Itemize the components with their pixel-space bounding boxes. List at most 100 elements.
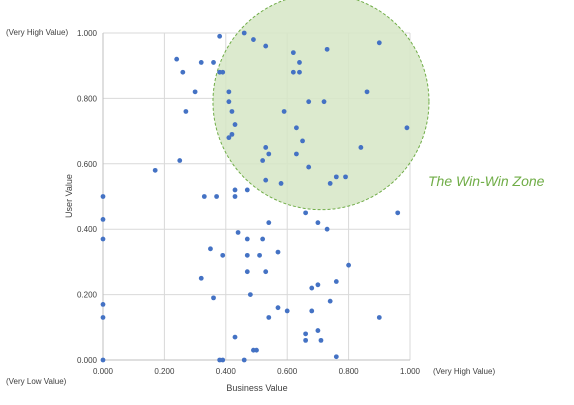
data-point <box>324 226 330 232</box>
x-high-corner-label: (Very High Value) <box>433 367 495 376</box>
data-point <box>174 56 180 62</box>
data-point <box>324 46 330 52</box>
data-point <box>266 315 272 320</box>
data-point <box>229 109 235 114</box>
data-point <box>327 298 333 304</box>
y-tick-label: 0.200 <box>77 291 98 300</box>
data-point <box>211 60 216 65</box>
data-point <box>343 174 348 180</box>
data-point <box>303 210 309 216</box>
data-point <box>263 269 269 275</box>
data-point <box>100 357 106 363</box>
y-axis-title: User Value <box>64 174 74 218</box>
data-point <box>284 308 290 314</box>
data-point <box>260 236 266 242</box>
data-point <box>327 181 333 186</box>
data-point <box>297 69 302 75</box>
data-point <box>183 109 189 114</box>
data-point <box>266 151 272 157</box>
data-point <box>217 33 223 39</box>
data-point <box>290 69 296 75</box>
data-point <box>263 145 269 150</box>
y-tick-label: 1.000 <box>77 29 98 38</box>
data-point <box>192 89 198 95</box>
x-tick-label: 1.000 <box>400 367 421 376</box>
x-tick-label: 0.600 <box>277 367 298 376</box>
data-point <box>294 125 299 131</box>
low-corner-label: (Very Low Value) <box>6 377 67 386</box>
data-point <box>306 164 312 170</box>
x-axis-title: Business Value <box>226 383 287 393</box>
data-point <box>290 50 296 56</box>
y-tick-label: 0.800 <box>77 94 98 103</box>
data-point <box>300 138 305 144</box>
data-point <box>100 216 106 222</box>
data-point <box>303 331 309 337</box>
x-tick-label: 0.200 <box>154 367 175 376</box>
data-point <box>303 337 309 343</box>
data-point <box>244 269 250 275</box>
data-point <box>100 315 106 320</box>
data-point <box>275 305 281 311</box>
y-tick-label: 0.000 <box>77 356 98 365</box>
data-point <box>358 145 364 150</box>
data-point <box>232 187 238 193</box>
data-point <box>201 194 207 199</box>
data-point <box>395 210 401 216</box>
data-point <box>226 135 232 141</box>
data-point <box>404 125 410 131</box>
data-point <box>229 131 235 137</box>
data-point <box>318 337 324 343</box>
data-point <box>244 236 250 242</box>
data-point <box>275 249 281 255</box>
data-point <box>309 308 315 314</box>
data-point <box>263 177 269 183</box>
data-point <box>294 151 299 157</box>
data-point <box>376 315 382 320</box>
data-point <box>220 252 226 258</box>
data-point <box>309 285 315 291</box>
data-point <box>220 357 226 363</box>
x-tick-label: 0.400 <box>216 367 237 376</box>
data-point <box>100 194 106 199</box>
data-point <box>100 236 106 242</box>
data-point <box>247 292 253 297</box>
data-point <box>211 295 216 301</box>
y-axis-ticks: 0.000 0.200 0.400 0.600 0.800 1.000 <box>77 29 98 365</box>
data-point <box>315 328 321 333</box>
data-point <box>364 89 370 95</box>
data-point <box>315 282 321 288</box>
data-point <box>321 99 327 105</box>
data-point <box>232 194 238 199</box>
data-point <box>232 122 238 127</box>
data-point <box>241 30 247 36</box>
data-point <box>198 60 204 65</box>
data-point <box>100 302 106 307</box>
data-point <box>333 354 339 360</box>
data-point <box>220 69 226 75</box>
data-point <box>251 37 256 42</box>
data-point <box>180 69 186 75</box>
y-high-corner-label: (Very High Value) <box>6 28 68 37</box>
x-tick-label: 0.000 <box>93 367 114 376</box>
data-point <box>266 220 272 226</box>
data-point <box>177 158 183 163</box>
data-point <box>254 347 259 353</box>
data-point <box>278 181 284 186</box>
x-tick-label: 0.800 <box>339 367 360 376</box>
data-point <box>257 252 262 258</box>
data-point <box>232 334 238 340</box>
data-point <box>241 357 247 363</box>
data-points <box>100 30 410 363</box>
data-point <box>376 40 382 46</box>
data-point <box>260 158 266 163</box>
x-axis-ticks: 0.000 0.200 0.400 0.600 0.800 1.000 <box>93 367 421 376</box>
data-point <box>263 43 269 49</box>
win-win-zone-label: The Win-Win Zone <box>428 173 545 189</box>
data-point <box>297 60 302 65</box>
data-point <box>333 279 339 284</box>
data-point <box>281 109 287 114</box>
data-point <box>235 230 241 235</box>
data-point <box>208 246 213 252</box>
